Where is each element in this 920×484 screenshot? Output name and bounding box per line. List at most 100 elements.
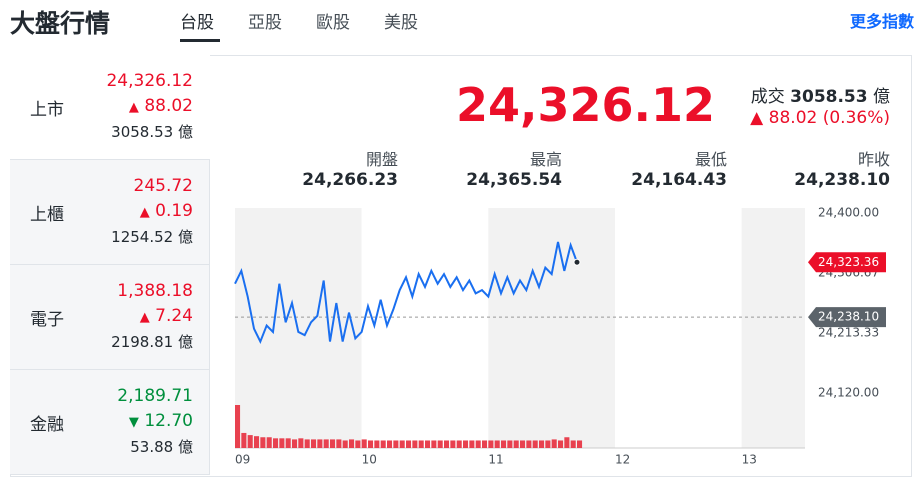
stat-label: 昨收 <box>857 150 890 169</box>
volume-unit: 億 <box>177 333 193 351</box>
market-volume: 2198.81 億 <box>111 331 193 352</box>
volume-bar <box>501 440 507 448</box>
volume-bar <box>444 440 450 448</box>
market-volume: 1254.52 億 <box>111 226 193 247</box>
change-value: 0.19 <box>155 201 193 221</box>
volume-bar <box>425 440 431 448</box>
market-price: 1,388.18 <box>117 281 193 301</box>
volume-bar <box>463 440 469 448</box>
stat-value: 24,266.23 <box>302 170 398 190</box>
volume-bar <box>399 440 405 448</box>
volume-bar <box>431 440 437 448</box>
market-item[interactable] <box>10 265 210 370</box>
arrow: ▲ <box>750 108 764 128</box>
volume-unit: 億 <box>177 123 193 141</box>
price-line <box>234 241 578 345</box>
volume-bar <box>412 440 418 448</box>
volume-bar <box>526 440 532 448</box>
market-item[interactable] <box>10 55 210 160</box>
volume-bar <box>507 440 513 448</box>
market-item[interactable] <box>10 370 210 475</box>
tab[interactable]: 台股 <box>180 13 214 33</box>
session-band <box>361 208 489 448</box>
volume-bar <box>513 440 519 448</box>
volume-bar <box>456 440 462 448</box>
volume-unit: 億 <box>177 228 193 246</box>
volume-bar <box>532 440 538 448</box>
tab[interactable]: 亞股 <box>248 13 282 33</box>
volume-bar <box>558 440 564 448</box>
volume-bar <box>551 439 557 448</box>
market-volume: 3058.53 億 <box>111 121 193 142</box>
volume-unit: 億 <box>873 87 890 107</box>
x-tick-label: 11 <box>488 453 503 467</box>
change-value: 88.02 (0.36%) <box>768 108 890 128</box>
x-tick-label: 10 <box>362 453 377 467</box>
volume-bar <box>437 440 443 448</box>
volume-bar <box>545 440 551 448</box>
volume-bar <box>494 440 500 448</box>
y-tick-label: 24,120.00 <box>818 385 879 399</box>
session-band <box>615 208 742 448</box>
x-tick-label: 09 <box>235 453 250 467</box>
volume-bar <box>482 440 488 448</box>
market-name: 金融 <box>30 415 64 435</box>
volume-value: 1254.52 <box>111 228 174 246</box>
tab[interactable]: 歐股 <box>316 13 350 33</box>
tab-underline <box>180 39 220 42</box>
volume-bar <box>279 438 285 448</box>
reference-tag-label: 24,238.10 <box>818 310 879 324</box>
market-change: ▼ 12.70 <box>129 411 193 431</box>
x-tick-label: 13 <box>742 453 757 467</box>
volume-bar <box>361 439 367 448</box>
volume-value: 3058.53 <box>790 87 868 107</box>
volume-unit: 億 <box>177 438 193 456</box>
market-volume: 53.88 億 <box>130 436 193 457</box>
volume-bar <box>323 439 329 448</box>
volume-bar <box>520 440 526 448</box>
volume-value: 53.88 <box>130 438 174 456</box>
volume-bar <box>488 440 494 448</box>
change-value: 88.02 <box>144 96 193 116</box>
y-tick-label: 24,213.33 <box>818 325 879 339</box>
more-link[interactable]: 更多指數 <box>849 12 914 31</box>
market-price: 2,189.71 <box>117 386 193 406</box>
volume-bar <box>336 439 342 448</box>
market-name: 上市 <box>30 100 64 120</box>
market-change: ▲ 0.19 <box>140 201 193 221</box>
volume-bar <box>475 440 481 448</box>
volume-bar <box>406 440 412 448</box>
volume-bar <box>450 440 456 448</box>
market-item[interactable] <box>10 160 210 265</box>
y-tick-label: 24,400.00 <box>818 206 879 220</box>
last-point <box>573 258 581 266</box>
tab[interactable]: 美股 <box>384 13 418 33</box>
volume-bar <box>292 439 298 448</box>
volume-bar <box>342 440 348 448</box>
stat-label: 最高 <box>529 150 562 169</box>
volume-bar <box>393 440 399 448</box>
price: 24,326.12 <box>456 78 715 132</box>
page-title: 大盤行情 <box>10 9 111 38</box>
last-price-tag <box>808 252 886 273</box>
stat-value: 24,238.10 <box>794 170 890 190</box>
volume-bar <box>298 438 304 448</box>
stat-label: 開盤 <box>365 150 398 169</box>
volume-bar <box>330 439 336 448</box>
market-price: 245.72 <box>133 176 193 196</box>
stat-value: 24,164.43 <box>631 170 727 190</box>
volume-bar <box>349 439 355 448</box>
arrow: ▲ <box>139 310 150 325</box>
change-value: 12.70 <box>144 411 193 431</box>
change: ▲ 88.02 (0.36%) <box>750 108 890 128</box>
volume-bar <box>418 440 424 448</box>
volume-label: 成交 <box>750 87 785 107</box>
volume-bar <box>235 405 241 448</box>
volume-value: 3058.53 <box>111 123 174 141</box>
market-change: ▲ 7.24 <box>140 306 193 326</box>
volume-bar <box>380 440 386 448</box>
volume-bar <box>469 440 475 448</box>
last-price-tag-label: 24,323.36 <box>818 255 879 269</box>
